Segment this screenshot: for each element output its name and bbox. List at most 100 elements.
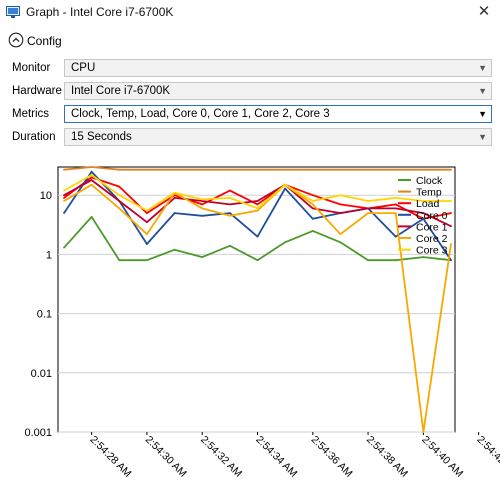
- data-point: [422, 200, 425, 202]
- data-point: [63, 246, 65, 249]
- series-line-core-2: [63, 183, 452, 433]
- data-point: [90, 170, 93, 173]
- chevron-down-icon: ▼: [478, 63, 487, 73]
- data-point: [339, 212, 342, 214]
- data-point: [146, 221, 148, 224]
- data-point: [367, 207, 369, 210]
- hardware-value: Intel Core i7-6700K: [71, 85, 171, 97]
- data-point: [394, 168, 397, 171]
- data-point: [118, 185, 121, 188]
- y-tick-label: 0.01: [31, 368, 52, 380]
- x-tick-label: 2:54:34 AM: [253, 434, 299, 480]
- chevron-up-icon: [8, 32, 24, 48]
- data-point: [228, 203, 231, 206]
- legend-label: Core 3: [416, 245, 448, 257]
- window-title: Graph - Intel Core i7-6700K: [26, 5, 174, 19]
- data-point: [311, 168, 314, 171]
- x-tick-label: 2:54:42 AM: [475, 434, 500, 480]
- data-point: [256, 235, 259, 238]
- series-line-core-1: [63, 179, 452, 228]
- monitor-icon: [6, 6, 20, 18]
- data-point: [228, 214, 231, 217]
- hardware-select[interactable]: Intel Core i7-6700K ▼: [64, 82, 492, 100]
- data-point: [284, 187, 287, 190]
- data-point: [394, 259, 397, 262]
- data-point: [284, 183, 287, 186]
- data-point: [173, 212, 176, 214]
- data-point: [256, 168, 259, 171]
- data-point: [63, 168, 65, 171]
- data-point: [311, 217, 314, 220]
- legend-label: Core 0: [416, 210, 448, 222]
- data-point: [201, 207, 204, 210]
- title-bar: Graph - Intel Core i7-6700K ✕: [0, 0, 500, 24]
- data-point: [146, 243, 148, 245]
- data-point: [173, 248, 176, 251]
- data-point: [228, 244, 231, 247]
- hardware-label: Hardware: [12, 85, 62, 97]
- data-point: [90, 166, 93, 168]
- data-point: [422, 217, 425, 220]
- data-point: [450, 212, 452, 214]
- x-tick-label: 2:54:36 AM: [309, 434, 355, 480]
- data-point: [394, 235, 397, 238]
- data-point: [228, 189, 231, 192]
- data-point: [311, 194, 314, 197]
- data-point: [394, 207, 397, 210]
- data-point: [90, 216, 93, 218]
- data-point: [63, 189, 65, 192]
- data-point: [450, 243, 452, 245]
- metrics-value: Clock, Temp, Load, Core 0, Core 1, Core …: [71, 108, 330, 120]
- legend-label: Temp: [416, 187, 442, 199]
- legend-label: Clock: [416, 175, 443, 187]
- data-point: [256, 203, 259, 206]
- data-point: [63, 212, 65, 214]
- data-point: [450, 168, 452, 171]
- x-tick-label: 2:54:40 AM: [419, 434, 465, 480]
- data-point: [256, 200, 259, 202]
- data-point: [367, 212, 369, 214]
- metrics-label: Metrics: [12, 108, 50, 120]
- data-point: [90, 183, 93, 186]
- data-point: [118, 200, 121, 202]
- data-point: [118, 194, 121, 197]
- data-point: [63, 197, 65, 199]
- data-point: [339, 194, 342, 197]
- duration-select[interactable]: 15 Seconds ▼: [64, 128, 492, 146]
- y-tick-label: 1: [46, 249, 52, 261]
- data-point: [228, 168, 231, 171]
- data-point: [146, 212, 148, 214]
- data-point: [228, 212, 231, 214]
- series-line-clock: [63, 216, 452, 262]
- data-point: [394, 212, 397, 214]
- data-point: [201, 198, 204, 201]
- data-point: [146, 209, 148, 212]
- data-point: [450, 200, 452, 202]
- data-point: [146, 168, 148, 171]
- data-point: [367, 168, 369, 171]
- data-point: [146, 259, 148, 262]
- legend-label: Core 2: [416, 233, 448, 245]
- data-point: [146, 233, 148, 236]
- close-button[interactable]: ✕: [477, 3, 491, 20]
- data-point: [367, 200, 369, 202]
- data-point: [311, 229, 314, 232]
- y-tick-label: 0.1: [37, 309, 52, 321]
- data-point: [311, 207, 314, 210]
- data-point: [118, 207, 121, 210]
- y-tick-label: 0.001: [24, 427, 52, 439]
- data-point: [311, 200, 314, 202]
- legend-label: Load: [416, 198, 440, 210]
- data-point: [90, 174, 93, 176]
- data-point: [450, 259, 452, 262]
- chevron-down-icon: ▼: [478, 109, 487, 119]
- data-point: [201, 200, 204, 202]
- monitor-select[interactable]: CPU ▼: [64, 59, 492, 77]
- data-point: [118, 168, 121, 171]
- metrics-select[interactable]: Clock, Temp, Load, Core 0, Core 1, Core …: [64, 105, 492, 123]
- data-point: [284, 168, 287, 171]
- duration-value: 15 Seconds: [71, 131, 132, 143]
- data-point: [394, 197, 397, 199]
- monitor-label: Monitor: [12, 62, 51, 74]
- data-point: [201, 168, 204, 171]
